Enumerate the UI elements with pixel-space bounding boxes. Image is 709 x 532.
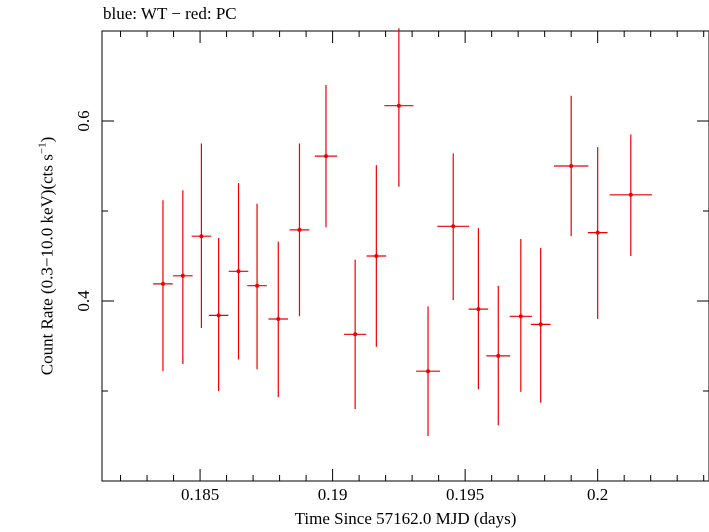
data-point	[486, 285, 511, 426]
y-axis-label-close: )	[37, 136, 57, 143]
data-point	[437, 153, 470, 301]
point-marker	[276, 317, 281, 321]
x-tick-label: 0.19	[318, 485, 348, 504]
data-point	[191, 143, 212, 328]
point-marker	[476, 307, 481, 312]
data-point	[366, 165, 387, 347]
x-axis-label: Time Since 57162.0 MJD (days)	[294, 509, 517, 528]
data-point	[208, 238, 229, 391]
point-marker	[496, 353, 501, 358]
y-axis-label-exponent: −1	[36, 142, 49, 155]
data-point	[268, 241, 289, 398]
chart-title: blue: WT − red: PC	[103, 4, 237, 23]
data-point	[228, 183, 249, 360]
data-point	[587, 147, 608, 319]
point-marker	[595, 230, 600, 235]
x-tick-label: 0.185	[181, 485, 219, 504]
data-point	[289, 143, 310, 317]
data-point	[509, 238, 532, 392]
point-marker	[353, 332, 358, 337]
data-point	[468, 228, 489, 390]
point-marker	[396, 103, 401, 108]
data-point	[553, 95, 589, 237]
point-marker	[628, 192, 633, 197]
axis-ticks: 0.185 0.19 0.195 0.2 0.4 0.6	[74, 31, 709, 504]
point-marker	[374, 254, 379, 258]
point-marker	[297, 227, 302, 232]
point-marker	[236, 269, 241, 274]
point-marker	[199, 234, 204, 239]
data-point	[416, 306, 440, 436]
point-marker	[160, 281, 165, 286]
y-axis-label-main: Count Rate (0.3−10.0 keV)(cts s	[37, 154, 57, 376]
point-marker	[255, 283, 260, 288]
y-tick-label: 0.4	[74, 290, 93, 312]
data-point	[314, 85, 338, 228]
data-point	[344, 259, 367, 409]
data-point	[609, 134, 653, 256]
plot-frame	[101, 30, 709, 482]
data-point	[384, 28, 414, 187]
point-marker	[518, 314, 523, 319]
x-tick-label: 0.195	[446, 485, 484, 504]
y-tick-label: 0.6	[74, 110, 93, 131]
point-marker	[323, 154, 328, 159]
data-point	[173, 190, 193, 364]
data-point	[530, 247, 551, 403]
y-axis-label: Count Rate (0.3−10.0 keV)(cts s−1)	[37, 137, 58, 376]
data-points	[153, 28, 653, 436]
point-marker	[538, 322, 543, 327]
data-point	[247, 203, 267, 370]
point-marker	[216, 313, 221, 318]
point-marker	[426, 369, 431, 374]
x-tick-label: 0.2	[587, 485, 608, 504]
point-marker	[180, 273, 185, 278]
point-marker	[451, 224, 456, 229]
point-marker	[569, 164, 574, 168]
data-point	[153, 200, 173, 372]
